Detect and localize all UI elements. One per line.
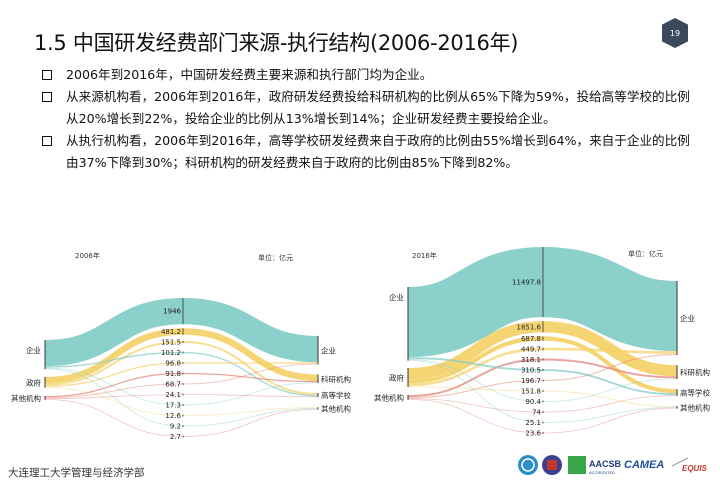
flow-value-label: 24.1 xyxy=(165,391,181,399)
target-label: 企业 xyxy=(680,313,695,323)
source-label: 企业 xyxy=(389,292,404,302)
flow-value-label: 318.1 xyxy=(521,356,541,364)
flow-link xyxy=(406,246,679,358)
flow-value-label: 90.4 xyxy=(525,398,541,406)
unit-label: 单位：亿元 xyxy=(258,253,293,262)
flow-value-label: 310.5 xyxy=(521,367,541,375)
university-seal-icon xyxy=(518,455,538,475)
sankey-chart-1: 2016年 单位：亿元 11497.8 1851.6 687.8 449.7 318.1 31… xyxy=(374,246,710,438)
svg-text:CAMEA: CAMEA xyxy=(624,459,664,471)
flow-value-label: 2.7 xyxy=(170,433,181,441)
flow-value-label: 101.2 xyxy=(161,349,181,357)
year-label: 2006年 xyxy=(75,251,100,260)
target-label: 科研机构 xyxy=(680,367,710,377)
flow-value-label: 12.6 xyxy=(165,412,181,420)
target-label: 企业 xyxy=(321,345,336,355)
target-label: 高等学校 xyxy=(680,388,710,398)
source-label: 其他机构 xyxy=(11,393,41,403)
svg-text:EQUIS: EQUIS xyxy=(682,464,708,473)
flow-value-label: 151.5 xyxy=(161,339,181,347)
unit-label: 单位：亿元 xyxy=(628,249,663,258)
flow-value-label: 11497.8 xyxy=(512,279,541,287)
flow-value-label: 25.1 xyxy=(525,419,541,427)
year-label: 2016年 xyxy=(412,251,437,260)
flow-value-label: 96.8 xyxy=(165,360,181,368)
source-label: 政府 xyxy=(389,373,404,383)
square-bullet-icon xyxy=(42,136,52,146)
target-label: 其他机构 xyxy=(680,402,710,412)
page-number: 19 xyxy=(669,28,681,38)
bullet-text: 2006年到2016年，中国研发经费主要来源和执行部门均为企业。 xyxy=(66,67,433,82)
flow-value-label: 481.2 xyxy=(161,328,181,336)
sankey-chart-0: 2006年 单位：亿元 1946 481.2 151.5 101.2 96.8 91.8 68.… xyxy=(11,251,351,441)
source-label: 企业 xyxy=(26,345,41,355)
page-number-badge: 19 xyxy=(662,18,688,48)
flow-value-label: 74 xyxy=(532,409,541,417)
school-seal-icon xyxy=(542,455,562,475)
target-label: 其他机构 xyxy=(321,403,351,413)
flow-value-label: 68.7 xyxy=(165,381,181,389)
flow-value-label: 23.6 xyxy=(525,430,541,438)
flow-link xyxy=(44,368,319,427)
svg-text:AACSB: AACSB xyxy=(589,459,622,469)
flow-value-label: 9.2 xyxy=(170,423,181,431)
camea-logo: CAMEA xyxy=(624,459,664,471)
target-label: 科研机构 xyxy=(321,374,351,384)
bullet-text: 从来源机构看，2006年到2016年，政府研发经费投给科研机构的比例从65%下降… xyxy=(66,89,690,126)
bullet-item: 从来源机构看，2006年到2016年，政府研发经费投给科研机构的比例从65%下降… xyxy=(40,86,690,130)
flow-value-label: 196.7 xyxy=(521,377,541,385)
bullet-item: 2006年到2016年，中国研发经费主要来源和执行部门均为企业。 xyxy=(40,64,690,86)
source-label: 政府 xyxy=(26,377,41,387)
square-bullet-icon xyxy=(42,92,52,102)
flow-value-label: 449.7 xyxy=(521,346,541,354)
bullet-list: 2006年到2016年，中国研发经费主要来源和执行部门均为企业。 从来源机构看，… xyxy=(40,64,690,174)
equis-logo: EQUIS xyxy=(671,457,708,473)
footer-institution: 大连理工大学管理与经济学部 xyxy=(8,467,145,479)
flow-value-label: 687.8 xyxy=(521,335,541,343)
slide-title: 1.5 中国研发经费部门来源-执行结构(2006-2016年) xyxy=(34,31,519,55)
flow-value-label: 1851.6 xyxy=(517,323,542,331)
flow-value-label: 91.8 xyxy=(165,370,181,378)
square-bullet-icon xyxy=(42,70,52,80)
target-label: 高等学校 xyxy=(321,390,351,400)
bullet-text: 从执行机构看，2006年到2016年，高等学校研发经费来自于政府的比例由55%增… xyxy=(66,133,690,170)
flow-value-label: 151.8 xyxy=(521,388,541,396)
svg-text:ACCREDITED: ACCREDITED xyxy=(589,470,615,475)
flow-value-label: 17.3 xyxy=(165,402,181,410)
flow-value-label: 1946 xyxy=(163,308,181,316)
bullet-item: 从执行机构看，2006年到2016年，高等学校研发经费来自于政府的比例由55%增… xyxy=(40,130,690,174)
source-label: 其他机构 xyxy=(374,392,404,402)
